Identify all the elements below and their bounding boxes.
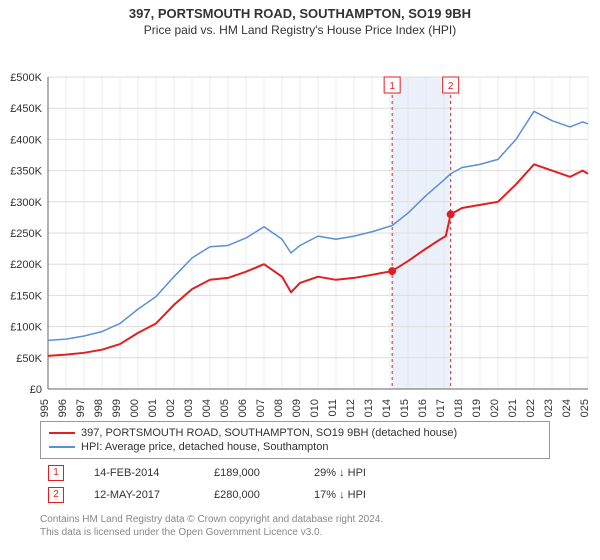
legend-swatch [49,432,75,434]
svg-text:2006: 2006 [237,399,249,417]
legend-swatch [49,446,75,448]
svg-text:1996: 1996 [57,399,69,417]
transaction-row: 1 14-FEB-2014 £189,000 29% ↓ HPI [48,465,550,481]
svg-text:£150K: £150K [10,290,42,302]
svg-text:2015: 2015 [399,399,411,417]
svg-text:1998: 1998 [93,399,105,417]
transaction-delta: 17% ↓ HPI [314,489,366,501]
svg-text:2003: 2003 [183,399,195,417]
legend-item-subject: 397, PORTSMOUTH ROAD, SOUTHAMPTON, SO19 … [49,426,541,440]
svg-text:£50K: £50K [16,353,42,365]
marker-badge: 1 [48,465,64,481]
svg-text:2018: 2018 [453,399,465,417]
svg-text:2000: 2000 [129,399,141,417]
svg-text:£200K: £200K [10,259,42,271]
svg-text:1999: 1999 [111,399,123,417]
svg-text:2011: 2011 [327,399,339,417]
svg-text:2009: 2009 [291,399,303,417]
svg-text:2021: 2021 [507,399,519,417]
marker-badge: 2 [48,487,64,503]
svg-text:£400K: £400K [10,134,42,146]
chart-subtitle: Price paid vs. HM Land Registry's House … [0,21,600,37]
svg-text:2025: 2025 [579,399,591,417]
svg-text:2020: 2020 [489,399,501,417]
svg-text:1995: 1995 [39,399,51,417]
legend-label: 397, PORTSMOUTH ROAD, SOUTHAMPTON, SO19 … [81,427,457,439]
attribution-line: Contains HM Land Registry data © Crown c… [40,513,550,526]
chart-container: 397, PORTSMOUTH ROAD, SOUTHAMPTON, SO19 … [0,0,600,560]
chart-title-address: 397, PORTSMOUTH ROAD, SOUTHAMPTON, SO19 … [0,0,600,21]
legend: 397, PORTSMOUTH ROAD, SOUTHAMPTON, SO19 … [40,421,550,459]
transaction-price: £189,000 [214,467,284,479]
transaction-price: £280,000 [214,489,284,501]
svg-text:£450K: £450K [10,103,42,115]
transaction-row: 2 12-MAY-2017 £280,000 17% ↓ HPI [48,487,550,503]
svg-text:2004: 2004 [201,399,213,417]
svg-text:2008: 2008 [273,399,285,417]
svg-text:£500K: £500K [10,72,42,84]
svg-text:2022: 2022 [525,399,537,417]
svg-text:£250K: £250K [10,228,42,240]
svg-text:2002: 2002 [165,399,177,417]
svg-text:£0: £0 [30,384,42,396]
svg-text:£300K: £300K [10,197,42,209]
legend-label: HPI: Average price, detached house, Sout… [81,441,328,453]
svg-text:2001: 2001 [147,399,159,417]
attribution: Contains HM Land Registry data © Crown c… [40,513,550,539]
transaction-delta: 29% ↓ HPI [314,467,366,479]
svg-text:2013: 2013 [363,399,375,417]
attribution-line: This data is licensed under the Open Gov… [40,526,550,539]
legend-item-hpi: HPI: Average price, detached house, Sout… [49,440,541,454]
svg-text:2016: 2016 [417,399,429,417]
svg-text:2019: 2019 [471,399,483,417]
svg-text:£100K: £100K [10,322,42,334]
svg-text:2005: 2005 [219,399,231,417]
transaction-date: 14-FEB-2014 [94,467,184,479]
svg-text:2: 2 [448,81,454,92]
svg-text:2023: 2023 [543,399,555,417]
svg-text:1: 1 [389,81,395,92]
svg-text:2010: 2010 [309,399,321,417]
svg-text:2014: 2014 [381,399,393,417]
svg-text:2024: 2024 [561,399,573,417]
svg-text:2017: 2017 [435,399,447,417]
svg-text:2012: 2012 [345,399,357,417]
svg-text:£350K: £350K [10,166,42,178]
svg-text:1997: 1997 [75,399,87,417]
chart-area: £0 £50K £100K £150K £200K £250K £300K £350K £400… [0,37,600,417]
line-chart: £0 £50K £100K £150K £200K £250K £300K £350K £400… [0,37,600,417]
svg-text:2007: 2007 [255,399,267,417]
transaction-date: 12-MAY-2017 [94,489,184,501]
